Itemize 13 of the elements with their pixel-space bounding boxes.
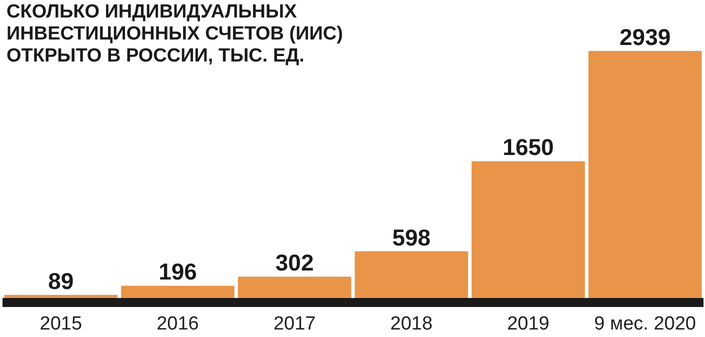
data-label: 598 bbox=[392, 224, 431, 250]
data-label: 1650 bbox=[502, 134, 554, 160]
data-label: 2939 bbox=[620, 24, 671, 50]
x-tick-label: 9 мес. 2020 bbox=[594, 314, 696, 334]
x-tick-label: 2018 bbox=[390, 314, 433, 334]
data-label: 196 bbox=[158, 258, 197, 285]
data-label: 89 bbox=[48, 268, 74, 294]
x-tick-label: 2015 bbox=[40, 314, 82, 334]
x-tick-label: 2016 bbox=[156, 314, 199, 334]
data-label: 302 bbox=[275, 250, 314, 276]
chart-title: СКОЛЬКО ИНДИВИДУАЛЬНЫХ ИНВЕСТИЦИОННЫХ СЧЕТОВ (ИИС) ОТКРЫТО В РОССИИ, ТЫС. ЕД. bbox=[6, 2, 343, 66]
x-tick-label: 2019 bbox=[507, 314, 550, 334]
x-tick-label: 2017 bbox=[273, 314, 316, 334]
